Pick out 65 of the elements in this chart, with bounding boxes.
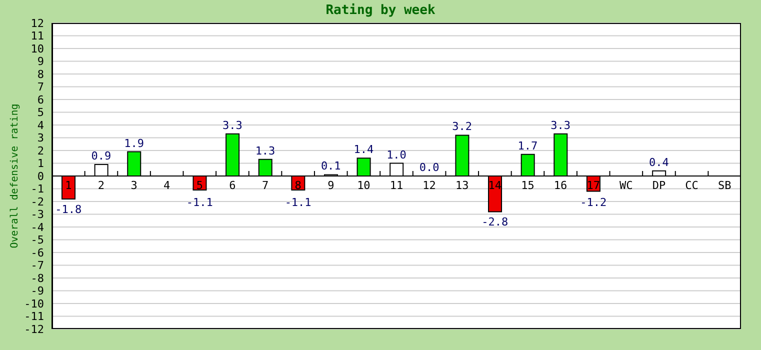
x-tick-label: SB: [718, 179, 732, 192]
y-tick-label: 2: [37, 144, 44, 158]
y-tick-label: -9: [30, 284, 44, 298]
y-tick-label: -4: [30, 220, 44, 234]
x-tick-label: 16: [554, 179, 568, 192]
y-tick-label: 6: [37, 93, 44, 106]
data-label: -1.2: [580, 196, 607, 209]
y-tick-label: -5: [30, 234, 44, 247]
y-tick-label: -11: [24, 310, 44, 324]
x-tick-label: 13: [455, 179, 469, 192]
x-tick-label: 8: [294, 179, 302, 192]
y-tick-label: 4: [37, 118, 44, 132]
y-tick-label: -1: [30, 182, 44, 196]
data-label: 0.9: [91, 150, 112, 163]
x-tick-label: 15: [521, 179, 534, 192]
x-tick-label: 2: [98, 179, 105, 192]
x-tick-label: 3: [130, 179, 138, 192]
y-tick-label: -2: [30, 195, 44, 208]
x-tick-label: 12: [422, 179, 436, 192]
y-tick-label: 11: [30, 30, 44, 43]
x-tick-label: 4: [164, 179, 171, 192]
y-tick-label: 7: [37, 80, 44, 94]
x-tick-label: 10: [357, 179, 370, 192]
data-label: 1.0: [386, 148, 406, 162]
data-label: 3.3: [222, 118, 242, 132]
y-tick-label: -6: [30, 246, 44, 260]
x-tick-label: 7: [262, 179, 269, 192]
data-label: -1.8: [55, 202, 82, 216]
data-label: -1.1: [284, 196, 312, 209]
x-tick-label: 17: [586, 179, 600, 192]
data-label: 3.3: [550, 118, 570, 132]
data-label: 1.7: [518, 139, 538, 152]
x-tick-label: 6: [229, 179, 236, 192]
x-tick-label: 14: [488, 179, 502, 192]
data-label: 0.4: [649, 156, 670, 169]
data-label: 1.3: [255, 144, 276, 158]
y-tick-label: 12: [30, 16, 44, 30]
x-tick-label: 9: [328, 179, 334, 192]
y-tick-label: -8: [30, 272, 44, 285]
y-tick-label: 3: [37, 132, 44, 145]
data-label: -2.8: [482, 216, 508, 229]
y-tick-label: 1: [37, 157, 44, 170]
y-tick-label: 9: [37, 55, 44, 68]
x-tick-label: 1: [65, 179, 72, 192]
y-tick-label: 10: [30, 42, 44, 56]
data-label: 1.4: [354, 143, 374, 156]
y-tick-label: -12: [24, 322, 44, 336]
y-tick-label: 8: [37, 68, 44, 81]
y-tick-label: 5: [37, 106, 44, 120]
y-tick-label: -7: [30, 259, 44, 272]
y-tick-label: -10: [24, 297, 44, 310]
data-label: 0.0: [419, 161, 440, 174]
data-label: -1.1: [186, 196, 213, 209]
y-tick-label: -3: [30, 208, 44, 222]
x-tick-label: WC: [620, 179, 633, 192]
y-axis-title: Overall defensive rating: [10, 104, 21, 248]
x-tick-label: DP: [652, 179, 666, 192]
data-label: 0.1: [320, 160, 341, 173]
chart-title: Rating by week: [324, 3, 436, 18]
data-label: 3.2: [452, 120, 472, 134]
x-tick-label: 5: [196, 179, 203, 192]
y-tick-label: 0: [37, 170, 44, 183]
x-tick-label: 11: [390, 179, 404, 192]
x-tick-label: CC: [685, 179, 698, 192]
data-label: 1.9: [124, 136, 144, 150]
